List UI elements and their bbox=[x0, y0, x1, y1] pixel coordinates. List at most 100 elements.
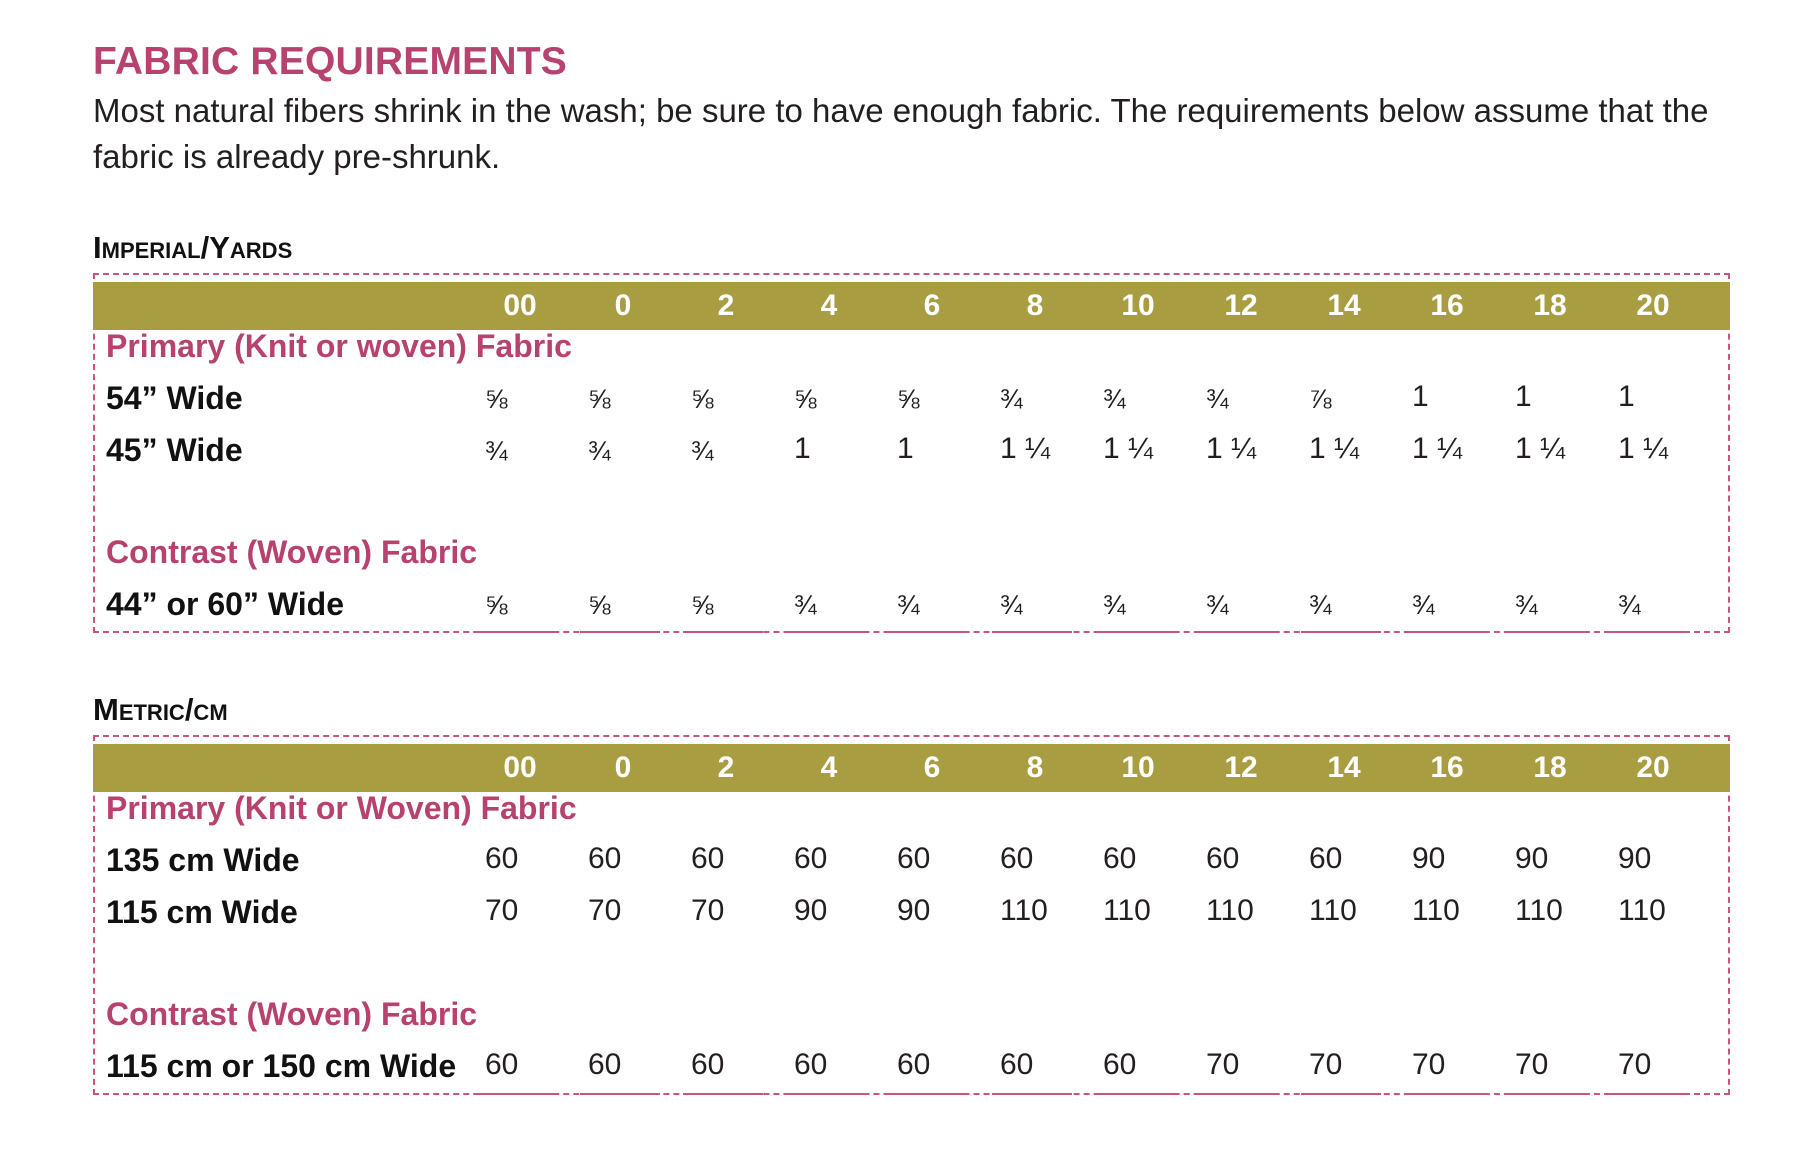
imperial-contrast-underline bbox=[889, 631, 969, 633]
imperial-contrast-cell: ¾ bbox=[897, 590, 920, 620]
metric-size-4: 6 bbox=[923, 751, 941, 784]
imperial-size-7: 12 bbox=[1224, 289, 1258, 322]
metric-cell: 110 bbox=[1206, 894, 1254, 927]
imperial-contrast-underline bbox=[683, 631, 763, 633]
metric-cell: 70 bbox=[485, 894, 519, 927]
metric-size-2: 2 bbox=[717, 751, 735, 784]
metric-cell: 60 bbox=[897, 842, 931, 875]
imperial-cell: ⅞ bbox=[1309, 384, 1332, 414]
imperial-cell: 1 ¼ bbox=[1206, 432, 1257, 465]
imperial-contrast-underline bbox=[1198, 631, 1278, 633]
imperial-heading: Imperial/Yards bbox=[93, 230, 293, 265]
imperial-cell: ¾ bbox=[691, 436, 714, 466]
metric-cell: 90 bbox=[1515, 842, 1549, 875]
metric-contrast-cell: 60 bbox=[1103, 1048, 1137, 1081]
metric-size-3: 4 bbox=[820, 751, 838, 784]
metric-primary-label: Primary (Knit or Woven) Fabric bbox=[106, 790, 577, 826]
metric-contrast-underline bbox=[1301, 1093, 1381, 1095]
metric-contrast-underline bbox=[1507, 1093, 1587, 1095]
imperial-size-5: 8 bbox=[1026, 289, 1044, 322]
metric-contrast-underline bbox=[1095, 1093, 1175, 1095]
imperial-size-0: 00 bbox=[503, 289, 537, 322]
metric-cell: 60 bbox=[485, 842, 519, 875]
imperial-cell: ¾ bbox=[485, 436, 508, 466]
imperial-size-11: 20 bbox=[1636, 289, 1670, 322]
metric-contrast-underline bbox=[1610, 1093, 1690, 1095]
imperial-contrast-underline bbox=[1610, 631, 1690, 633]
metric-cell: 90 bbox=[794, 894, 828, 927]
metric-contrast-cell: 70 bbox=[1412, 1048, 1446, 1081]
metric-size-9: 16 bbox=[1430, 751, 1464, 784]
metric-cell: 70 bbox=[691, 894, 725, 927]
metric-cell: 110 bbox=[1000, 894, 1048, 927]
metric-cell: 110 bbox=[1515, 894, 1563, 927]
metric-heading: Metric/cm bbox=[93, 692, 228, 727]
imperial-cell: 1 ¼ bbox=[1412, 432, 1463, 465]
imperial-size-1: 0 bbox=[614, 289, 632, 322]
metric-cell: 110 bbox=[1412, 894, 1460, 927]
metric-contrast-cell: 70 bbox=[1309, 1048, 1343, 1081]
imperial-contrast-cell: ⅝ bbox=[588, 590, 611, 620]
imperial-cell: ⅝ bbox=[691, 384, 714, 414]
imperial-contrast-cell: ¾ bbox=[1103, 590, 1126, 620]
imperial-cell: ⅝ bbox=[794, 384, 817, 414]
imperial-cell: ¾ bbox=[1103, 384, 1126, 414]
imperial-cell: 1 bbox=[794, 432, 811, 465]
metric-contrast-row-label: 115 cm or 150 cm Wide bbox=[106, 1048, 457, 1084]
metric-contrast-cell: 60 bbox=[485, 1048, 519, 1081]
metric-cell: 90 bbox=[897, 894, 931, 927]
imperial-size-header: 00 0 2 4 6 8 10 12 14 16 18 20 bbox=[93, 282, 1730, 330]
imperial-contrast-cell: ¾ bbox=[1000, 590, 1023, 620]
metric-contrast-cell: 60 bbox=[588, 1048, 622, 1081]
imperial-row-54-label: 54” Wide bbox=[106, 380, 243, 416]
intro-text: Most natural fibers shrink in the wash; … bbox=[93, 92, 1709, 175]
imperial-contrast-cell: ¾ bbox=[1515, 590, 1538, 620]
imperial-contrast-underline bbox=[1507, 631, 1587, 633]
metric-size-6: 10 bbox=[1121, 751, 1155, 784]
metric-row-115-label: 115 cm Wide bbox=[106, 894, 298, 930]
imperial-size-9: 16 bbox=[1430, 289, 1464, 322]
metric-cell: 110 bbox=[1103, 894, 1151, 927]
metric-cell: 60 bbox=[691, 842, 725, 875]
imperial-cell: 1 bbox=[1412, 380, 1429, 413]
metric-contrast-cell: 70 bbox=[1206, 1048, 1240, 1081]
metric-size-5: 8 bbox=[1026, 751, 1044, 784]
imperial-contrast-cell: ¾ bbox=[794, 590, 817, 620]
imperial-primary-label: Primary (Knit or woven) Fabric bbox=[106, 328, 572, 364]
imperial-size-4: 6 bbox=[923, 289, 941, 322]
metric-contrast-underline bbox=[477, 1093, 557, 1095]
imperial-contrast-cell: ¾ bbox=[1206, 590, 1229, 620]
imperial-contrast-underline bbox=[477, 631, 557, 633]
imperial-cell: 1 ¼ bbox=[1309, 432, 1360, 465]
imperial-cell: ⅝ bbox=[897, 384, 920, 414]
metric-contrast-cell: 70 bbox=[1618, 1048, 1652, 1081]
metric-size-header: 00 0 2 4 6 8 10 12 14 16 18 20 bbox=[93, 744, 1730, 792]
imperial-size-3: 4 bbox=[820, 289, 838, 322]
metric-size-11: 20 bbox=[1636, 751, 1670, 784]
metric-cell: 60 bbox=[794, 842, 828, 875]
metric-contrast-underline bbox=[683, 1093, 763, 1095]
imperial-contrast-cell: ¾ bbox=[1618, 590, 1641, 620]
imperial-size-6: 10 bbox=[1121, 289, 1155, 322]
imperial-cell: ¾ bbox=[1000, 384, 1023, 414]
metric-size-1: 0 bbox=[614, 751, 632, 784]
metric-contrast-cell: 70 bbox=[1515, 1048, 1549, 1081]
imperial-size-10: 18 bbox=[1533, 289, 1567, 322]
metric-cell: 60 bbox=[1103, 842, 1137, 875]
metric-cell: 60 bbox=[588, 842, 622, 875]
imperial-cell: ⅝ bbox=[485, 384, 508, 414]
imperial-contrast-row-label: 44” or 60” Wide bbox=[106, 586, 345, 622]
metric-size-7: 12 bbox=[1224, 751, 1258, 784]
imperial-size-2: 2 bbox=[717, 289, 735, 322]
metric-cell: 60 bbox=[1206, 842, 1240, 875]
metric-contrast-underline bbox=[1404, 1093, 1484, 1095]
imperial-contrast-cell: ⅝ bbox=[485, 590, 508, 620]
imperial-cell: 1 ¼ bbox=[1000, 432, 1051, 465]
metric-contrast-underline bbox=[992, 1093, 1072, 1095]
imperial-row-45-label: 45” Wide bbox=[106, 432, 243, 468]
imperial-cell: ¾ bbox=[588, 436, 611, 466]
metric-cell: 110 bbox=[1618, 894, 1666, 927]
metric-cell: 70 bbox=[588, 894, 622, 927]
metric-cell: 110 bbox=[1309, 894, 1357, 927]
metric-cell: 60 bbox=[1309, 842, 1343, 875]
